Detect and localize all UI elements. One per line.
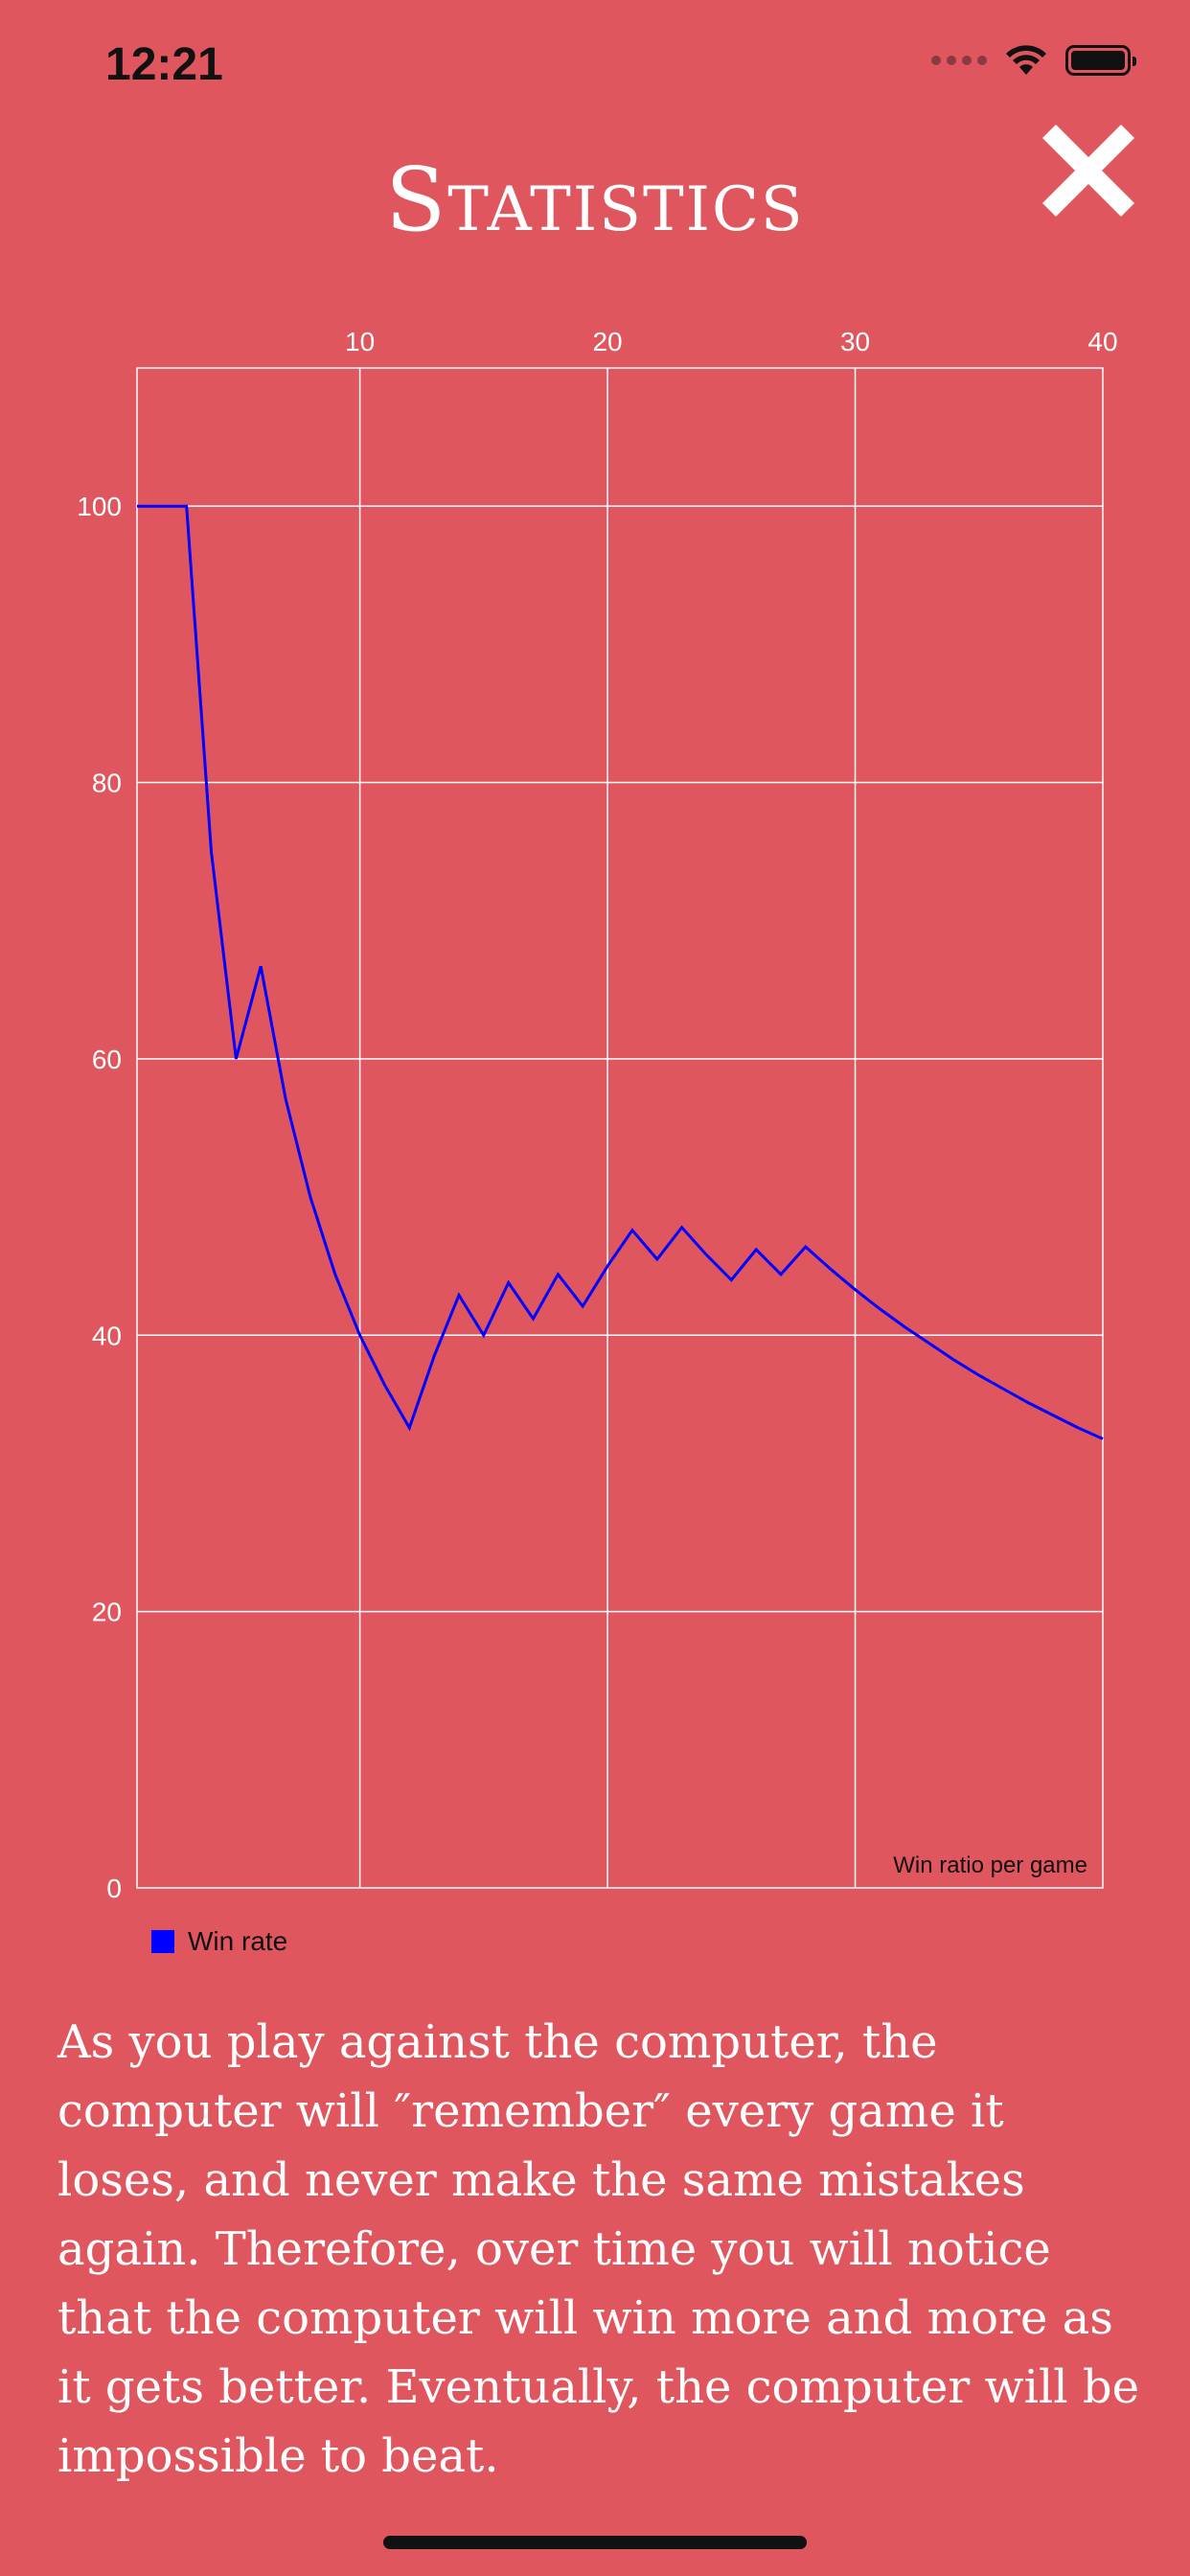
battery-icon: [1065, 45, 1136, 76]
status-time: 12:21: [105, 39, 223, 90]
x-tick-label: 20: [592, 327, 622, 356]
status-bar: 12:21: [0, 0, 1190, 129]
wifi-icon: [1006, 45, 1046, 75]
x-tick-label: 40: [1087, 327, 1117, 356]
description-text: As you play against the computer, the co…: [57, 2015, 1140, 2483]
legend-label: Win rate: [188, 1926, 288, 1956]
win-rate-chart: 0 20 40 60 80 100 10 20 30 40 Win ratio per game: [0, 307, 1190, 1974]
plot-frame: [136, 367, 1104, 1889]
y-tick-label: 80: [92, 769, 122, 798]
x-tick-label: 30: [840, 327, 870, 356]
chart-legend: Win rate: [151, 1926, 287, 1957]
close-icon: [1042, 125, 1134, 217]
y-tick-label: 0: [106, 1874, 122, 1903]
page-title: Statistics: [385, 149, 805, 251]
y-tick-label: 60: [92, 1045, 122, 1074]
home-indicator[interactable]: [383, 2536, 807, 2549]
y-tick-label: 40: [92, 1321, 122, 1350]
chart-svg: 0 20 40 60 80 100 10 20 30 40 Win ratio per game: [77, 327, 1117, 1903]
y-tick-label: 100: [77, 492, 122, 521]
legend-swatch: [151, 1930, 174, 1953]
x-tick-label: 10: [345, 327, 375, 356]
cellular-signal-icon: [931, 56, 987, 65]
y-tick-label: 20: [92, 1598, 122, 1627]
series-line-win-rate: [137, 504, 1104, 1440]
chart-annotation: Win ratio per game: [893, 1852, 1087, 1878]
status-icons: [931, 44, 1136, 77]
close-button[interactable]: [1042, 125, 1134, 217]
